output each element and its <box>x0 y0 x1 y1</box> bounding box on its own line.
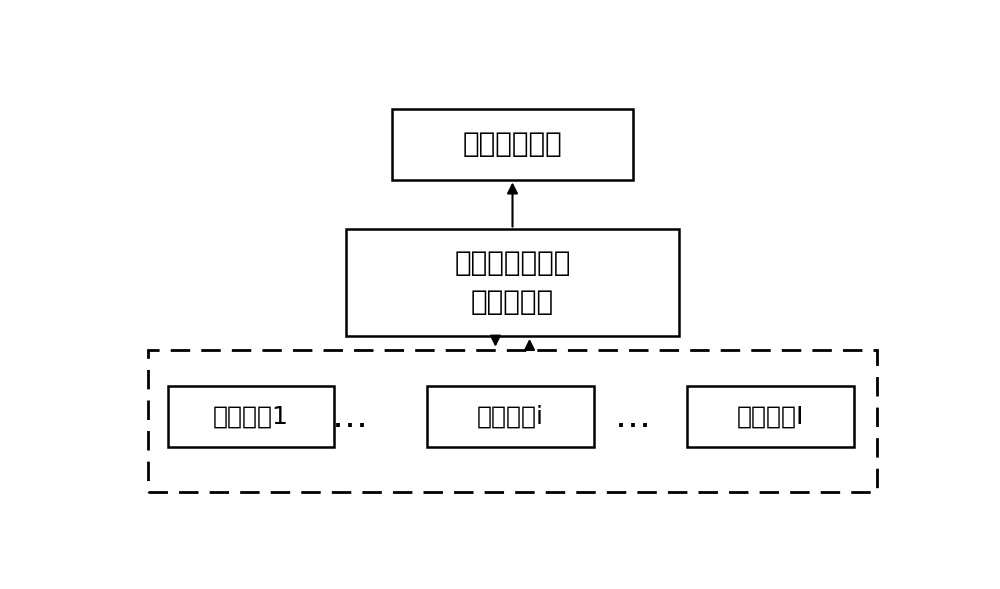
Text: …: … <box>332 400 368 434</box>
Text: 日前能量市场: 日前能量市场 <box>463 130 562 158</box>
Text: 电动汽车1: 电动汽车1 <box>213 405 289 428</box>
Bar <box>392 109 633 180</box>
Bar <box>346 230 679 336</box>
Text: …: … <box>615 400 651 434</box>
Bar <box>168 386 334 447</box>
Text: 电动汽车I: 电动汽车I <box>736 405 804 428</box>
Bar <box>427 386 594 447</box>
Text: 电动汽车i: 电动汽车i <box>477 405 544 428</box>
Bar <box>687 386 854 447</box>
Text: 电动汽车聚合商
（充电站）: 电动汽车聚合商 （充电站） <box>454 249 571 316</box>
Bar <box>148 350 877 492</box>
